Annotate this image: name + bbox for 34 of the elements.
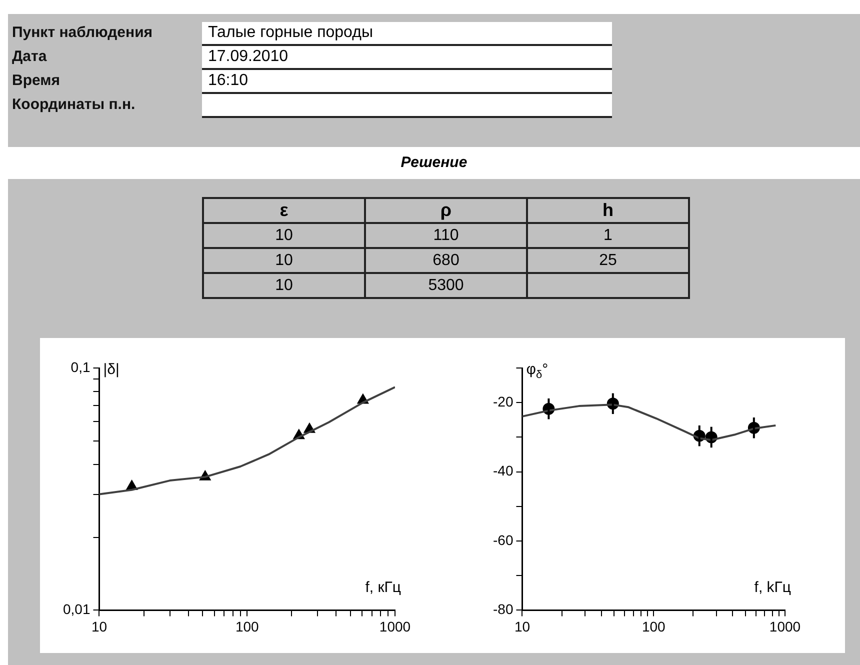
y-tick-label: 0,1 — [70, 358, 90, 375]
text: 680 — [365, 248, 527, 273]
text: 25 — [527, 248, 689, 273]
text: 10 — [203, 223, 365, 248]
y-tick-label: 0,01 — [63, 601, 90, 618]
x-axis-title: f, kГц — [754, 579, 792, 596]
x-tick-label: 1000 — [379, 618, 411, 634]
y-tick-label: -20 — [493, 393, 514, 410]
category-label: h — [527, 198, 689, 223]
text: 5300 — [365, 273, 527, 298]
y-tick-label: -40 — [493, 462, 514, 479]
text: Решение — [8, 147, 860, 179]
text: 10 — [203, 248, 365, 273]
text: 10 — [203, 273, 365, 298]
text: Дата — [12, 48, 47, 65]
text: Время — [12, 72, 60, 89]
x-tick-label: 100 — [235, 618, 260, 634]
y-axis-title: |δ| — [103, 361, 120, 378]
x-tick-label: 1000 — [769, 618, 801, 634]
x-tick-label: 10 — [91, 618, 108, 634]
text: 1 — [527, 223, 689, 248]
text: Координаты п.н. — [12, 96, 136, 113]
text: Талые горные породы — [202, 22, 612, 46]
x-axis-title: f, кГц — [365, 579, 402, 596]
text: Пункт наблюдения — [12, 24, 153, 41]
y-tick-label: -60 — [493, 532, 514, 548]
y-tick-label: -80 — [493, 601, 514, 618]
category-label: ε — [203, 198, 365, 223]
text: 16:10 — [202, 70, 612, 94]
x-tick-label: 100 — [642, 618, 666, 634]
text: 17.09.2010 — [202, 46, 612, 70]
text: 110 — [365, 223, 527, 248]
x-tick-label: 10 — [514, 618, 530, 634]
category-label: ρ — [365, 198, 527, 223]
